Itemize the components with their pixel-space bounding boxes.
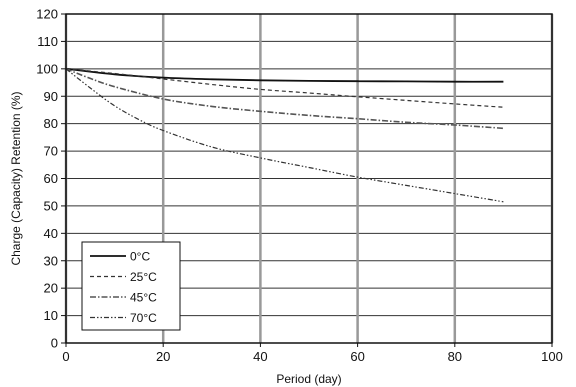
legend-label-1: 25°C: [130, 270, 157, 284]
y-tick-label: 70: [44, 144, 58, 159]
y-tick-label: 100: [36, 61, 58, 76]
y-tick-label: 60: [44, 171, 58, 186]
legend-label-3: 70°C: [130, 311, 157, 325]
series-line-1: [65, 68, 504, 108]
x-tick-label: 20: [156, 349, 170, 364]
legend: 0°C 25°C 45°C 70°C: [81, 241, 181, 331]
y-tick-label: 20: [44, 281, 58, 296]
x-tick-label: 0: [62, 349, 69, 364]
y-tick-label: 30: [44, 253, 58, 268]
y-tick-label: 50: [44, 198, 58, 213]
tick-labels: 0 10 20 30 40 50 60 70 80 90 100 110 120 0 20 40 60 80 100: [36, 7, 563, 365]
y-tick-label: 90: [44, 89, 58, 104]
y-tick-label: 40: [44, 226, 58, 241]
y-axis-label: Charge (Capacity) Retention (%): [9, 91, 23, 265]
x-tick-label: 80: [448, 349, 462, 364]
series-layer: [65, 67, 504, 203]
y-tick-label: 10: [44, 308, 58, 323]
x-tick-label: 100: [541, 349, 563, 364]
plot-area-frame: [65, 13, 553, 344]
x-axis-label: Period (day): [276, 372, 341, 386]
x-tick-label: 40: [253, 349, 267, 364]
x-tick-label: 60: [350, 349, 364, 364]
series-line-3: [65, 68, 504, 203]
y-tick-label: 0: [51, 336, 58, 351]
legend-label-0: 0°C: [130, 250, 150, 264]
y-tick-label: 110: [37, 34, 58, 49]
y-tick-label: 120: [36, 7, 58, 22]
y-tick-label: 80: [44, 116, 58, 131]
series-line-2: [65, 68, 504, 130]
legend-label-2: 45°C: [130, 291, 157, 305]
